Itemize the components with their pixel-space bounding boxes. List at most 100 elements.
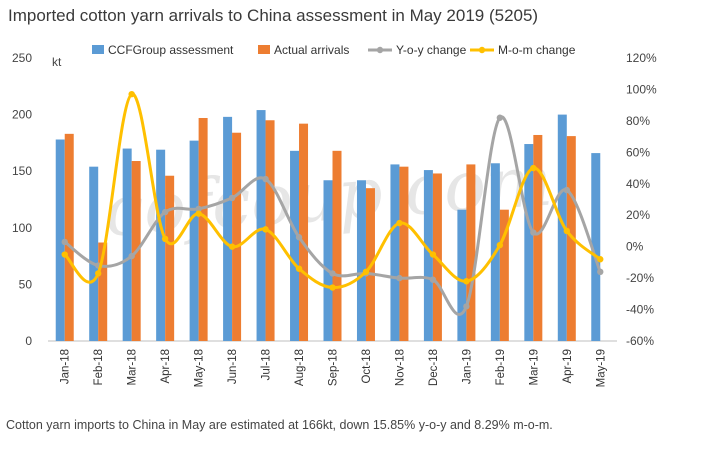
m-o-m-change-point	[228, 243, 236, 250]
y2-tick-label: -60%	[626, 334, 654, 348]
y2-tick-label: 60%	[626, 145, 650, 159]
m-o-m-change-point	[362, 268, 370, 276]
bar-actual-arrivals	[98, 242, 108, 341]
bar-ccfgroup-assessment	[423, 170, 433, 341]
x-tick-label: Mar-19	[528, 349, 540, 385]
m-o-m-change-point	[95, 270, 102, 277]
m-o-m-change-point	[429, 251, 437, 258]
x-tick-label: Apr-18	[160, 349, 172, 384]
bar-actual-arrivals	[232, 132, 242, 341]
bar-actual-arrivals	[198, 117, 208, 341]
legend-y-o-y-change-marker	[376, 46, 384, 54]
bar-ccfgroup-assessment	[457, 209, 467, 341]
m-o-m-change-point	[61, 251, 68, 258]
bar-actual-arrivals	[299, 123, 309, 341]
y-tick-label: 150	[12, 164, 32, 178]
bar-ccfgroup-assessment	[390, 164, 400, 341]
bar-actual-arrivals	[533, 134, 543, 341]
y-o-y-change-point	[429, 276, 437, 283]
y-o-y-change-point	[262, 175, 269, 183]
x-tick-label: Jul-18	[261, 349, 273, 380]
y-o-y-change-point	[496, 114, 504, 121]
y-tick-label: 0	[25, 334, 32, 348]
legend-ccfgroup-assessment-swatch	[92, 45, 104, 54]
legend-m-o-m-change-marker	[478, 46, 486, 54]
m-o-m-change-point	[530, 164, 537, 172]
m-o-m-change-point	[463, 278, 470, 285]
y-o-y-change-point	[563, 186, 570, 194]
y-o-y-change-point	[195, 205, 202, 213]
x-tick-label: Sep-18	[328, 349, 340, 386]
bar-actual-arrivals	[466, 164, 476, 341]
chart-title: Imported cotton yarn arrivals to China a…	[8, 6, 539, 25]
bar-ccfgroup-assessment	[122, 148, 132, 341]
bar-actual-arrivals	[566, 136, 576, 341]
bar-actual-arrivals	[499, 209, 509, 341]
y-o-y-change-point	[329, 270, 336, 277]
m-o-m-change-point	[496, 241, 504, 249]
y-o-y-change-point	[228, 194, 236, 202]
bar-ccfgroup-assessment	[524, 144, 534, 341]
x-tick-label: Aug-18	[294, 349, 306, 386]
y-o-y-change-point	[396, 274, 403, 282]
bar-ccfgroup-assessment	[256, 110, 266, 342]
x-tick-label: Jan-18	[60, 349, 72, 384]
m-o-m-change-line	[63, 92, 602, 290]
y2-tick-label: 40%	[626, 177, 650, 191]
x-tick-label: Nov-18	[394, 349, 406, 386]
y-tick-label: 200	[12, 108, 32, 122]
bar-actual-arrivals	[332, 150, 342, 341]
y2-tick-label: 100%	[626, 82, 657, 96]
x-tick-label: Dec-18	[428, 349, 440, 386]
x-tick-label: Mar-18	[127, 349, 139, 385]
x-tick-label: Jun-18	[227, 349, 239, 384]
x-tick-label: Apr-19	[562, 349, 574, 384]
bar-ccfgroup-assessment	[156, 149, 166, 341]
y2-tick-label: -20%	[626, 271, 654, 285]
legend-ccfgroup-assessment-label: CCFGroup assessment	[108, 43, 234, 57]
bar-actual-arrivals	[64, 133, 74, 341]
bar-ccfgroup-assessment	[189, 140, 199, 341]
bar-ccfgroup-assessment	[591, 153, 601, 341]
y-tick-label: 100	[12, 221, 32, 235]
m-o-m-change-point	[563, 227, 570, 235]
x-tick-label: Feb-18	[93, 349, 105, 385]
y-o-y-change-point	[61, 238, 68, 246]
bar-actual-arrivals	[399, 166, 409, 341]
bar-actual-arrivals	[165, 175, 175, 341]
m-o-m-change-point	[195, 210, 202, 217]
m-o-m-change-point	[128, 90, 135, 98]
m-o-m-change-point	[161, 235, 169, 243]
x-tick-label: May-19	[595, 349, 607, 387]
y2-tick-label: 80%	[626, 114, 650, 128]
y-axis-unit: kt	[52, 55, 62, 69]
y-o-y-change-point	[530, 229, 537, 236]
bar-ccfgroup-assessment	[55, 139, 65, 341]
bar-ccfgroup-assessment	[557, 114, 567, 341]
x-tick-label: May-18	[194, 349, 206, 387]
bar-ccfgroup-assessment	[356, 180, 366, 341]
y-tick-label: 50	[19, 277, 33, 291]
chart-caption: Cotton yarn imports to China in May are …	[6, 418, 553, 432]
legend-actual-arrivals-swatch	[258, 45, 270, 54]
m-o-m-change-point	[262, 226, 269, 233]
m-o-m-change-point	[396, 219, 403, 227]
bar-ccfgroup-assessment	[323, 180, 333, 341]
y-o-y-change-point	[597, 268, 604, 276]
y-o-y-change-point	[128, 252, 135, 260]
y-tick-label: 250	[12, 51, 32, 65]
m-o-m-change-point	[329, 284, 336, 291]
y2-tick-label: 20%	[626, 208, 650, 222]
y-o-y-change-point	[295, 234, 303, 241]
x-tick-label: Oct-18	[361, 349, 373, 384]
m-o-m-change-point	[295, 265, 303, 272]
x-tick-label: Jan-19	[461, 349, 473, 384]
bar-ccfgroup-assessment	[223, 116, 233, 341]
bar-ccfgroup-assessment	[89, 166, 99, 341]
legend-y-o-y-change-label: Y-o-y change	[396, 43, 467, 57]
y-o-y-change-point	[463, 303, 470, 310]
bar-ccfgroup-assessment	[290, 150, 300, 341]
legend-actual-arrivals-label: Actual arrivals	[274, 43, 349, 57]
y2-tick-label: 120%	[626, 51, 657, 65]
